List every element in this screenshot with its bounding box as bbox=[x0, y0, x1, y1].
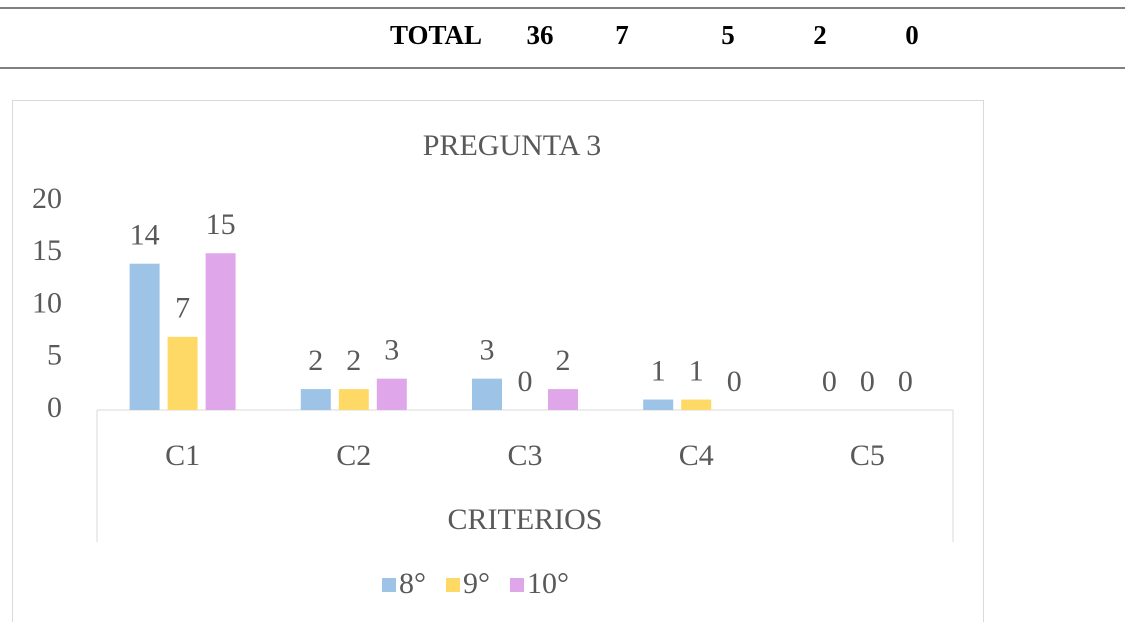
legend-swatch bbox=[382, 578, 396, 592]
table-cell: 7 bbox=[615, 20, 629, 50]
y-tick-label: 10 bbox=[32, 286, 62, 319]
x-tick-label: C3 bbox=[507, 439, 542, 472]
x-tick-label: C2 bbox=[336, 439, 371, 472]
data-label: 0 bbox=[727, 365, 742, 398]
x-tick-label: C5 bbox=[850, 439, 885, 472]
table-cell: TOTAL bbox=[390, 20, 482, 50]
x-tick-label: C1 bbox=[165, 439, 200, 472]
bar bbox=[167, 336, 198, 410]
table-row: TOTAL 36 7 5 2 0 bbox=[390, 20, 919, 50]
bar bbox=[643, 399, 674, 410]
x-axis-title: CRITERIOS bbox=[447, 503, 602, 536]
bar bbox=[472, 378, 502, 410]
data-label: 7 bbox=[175, 292, 190, 325]
data-label: 0 bbox=[822, 365, 837, 398]
y-tick-label: 15 bbox=[32, 234, 62, 267]
y-tick-label: 20 bbox=[32, 182, 62, 215]
chart-frame bbox=[12, 100, 984, 627]
data-label: 0 bbox=[518, 365, 533, 398]
data-label: 1 bbox=[689, 354, 704, 387]
bar bbox=[129, 263, 160, 410]
y-tick-label: 5 bbox=[47, 339, 62, 372]
legend-label: 8° bbox=[399, 567, 426, 600]
legend-label: 9° bbox=[463, 567, 490, 600]
bar bbox=[376, 378, 407, 410]
data-label: 2 bbox=[346, 344, 361, 377]
bar bbox=[205, 253, 236, 410]
bar bbox=[681, 399, 712, 410]
table-cell: 36 bbox=[527, 20, 554, 50]
chart-title: PREGUNTA 3 bbox=[423, 129, 601, 162]
data-label: 3 bbox=[480, 334, 495, 367]
data-label: 0 bbox=[860, 365, 875, 398]
bar bbox=[338, 389, 369, 410]
legend-swatch bbox=[446, 578, 460, 592]
bar bbox=[548, 389, 578, 410]
table-cell: 0 bbox=[905, 20, 919, 50]
data-label: 2 bbox=[308, 344, 323, 377]
table-cell: 2 bbox=[813, 20, 827, 50]
x-tick-label: C4 bbox=[679, 439, 714, 472]
data-label: 14 bbox=[130, 219, 160, 252]
table-cell: 5 bbox=[721, 20, 735, 50]
bar bbox=[300, 389, 331, 410]
legend-label: 10° bbox=[527, 567, 569, 600]
legend-swatch bbox=[510, 578, 524, 592]
data-label: 3 bbox=[384, 334, 399, 367]
data-label: 0 bbox=[898, 365, 913, 398]
data-label: 1 bbox=[651, 354, 666, 387]
data-label: 2 bbox=[556, 344, 571, 377]
y-tick-label: 0 bbox=[47, 391, 62, 424]
data-label: 15 bbox=[206, 208, 236, 241]
